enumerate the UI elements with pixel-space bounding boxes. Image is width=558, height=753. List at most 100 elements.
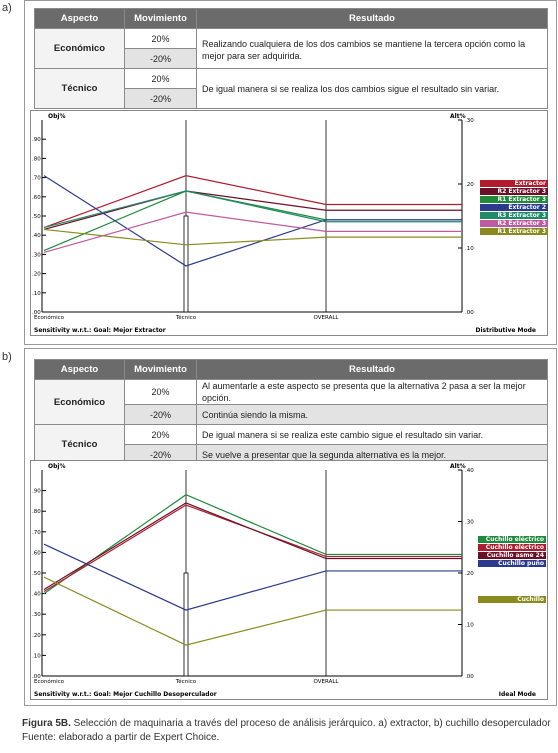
legend-item: R1 Extractor 3 [480, 228, 548, 235]
chart-a: Obj% Alt% .00 .10 .20 .30 .40 .50 .60 .70 .80 .90 .0… [30, 110, 548, 336]
legend-item: Cuchillo asme 24 [478, 552, 546, 559]
series-line [43, 175, 462, 267]
legend-item: Cuchillo [478, 596, 546, 603]
series-line [43, 228, 462, 246]
right-tick-label: .30 [465, 520, 474, 526]
movement-cell: 20% [124, 424, 197, 445]
aspect-cell: Económico [34, 28, 125, 69]
x-tick-label: Económico [34, 678, 65, 685]
left-tick-label: .30 [32, 612, 41, 618]
aspect-cell: Técnico [34, 68, 125, 109]
caption-source: Fuente: elaborado a partir de Expert Cho… [22, 732, 220, 743]
left-tick-label: .60 [32, 195, 41, 201]
movement-cell: -20% [124, 404, 197, 425]
x-tick-label: OVERALL [314, 679, 340, 685]
caption-text: Selección de maquinaria a través del pro… [70, 718, 551, 729]
left-tick-label: .50 [32, 571, 41, 577]
legend-item: Cuchillo eléctrico [478, 536, 546, 543]
left-tick-label: .70 [32, 176, 41, 182]
left-tick-label: .40 [32, 233, 41, 239]
criterion-bar [183, 215, 189, 313]
left-tick-label: .80 [32, 509, 41, 515]
result-cell: Al aumentarle a este aspecto se presenta… [196, 379, 548, 405]
x-tick-label: Técnico [175, 678, 197, 685]
left-tick-label: .50 [32, 214, 41, 220]
legend-item: R1 Extractor 3 [480, 196, 548, 203]
movement-cell: 20% [124, 68, 197, 89]
right-axis-label: Alt% [450, 463, 466, 470]
right-tick-label: .00 [465, 310, 474, 316]
footer-right: Distributive Mode [475, 327, 536, 334]
left-axis-label: Obj% [48, 463, 65, 470]
footer-right: Ideal Mode [499, 691, 536, 698]
result-cell: Continúa siendo la misma. [196, 404, 548, 425]
legend-item: Cuchillo puño plano [478, 560, 546, 574]
left-tick-label: .40 [32, 592, 41, 598]
left-tick-label: .60 [32, 550, 41, 556]
criterion-bar [183, 572, 189, 677]
panel-b-table: Aspecto Movimiento Resultado Económico 2… [34, 359, 548, 465]
series-line [43, 494, 462, 595]
legend-item: Cuchillo eléctrico [478, 544, 546, 551]
series-line [43, 576, 462, 646]
x-tick-label: Económico [34, 314, 65, 321]
right-tick-label: .10 [465, 246, 474, 252]
left-tick-label: .20 [32, 633, 41, 639]
table-header: Movimiento [124, 8, 197, 29]
left-tick-label: .90 [32, 489, 41, 495]
result-cell: Se vuelve a presentar que la segunda alt… [196, 444, 548, 465]
result-cell: De igual manera si se realiza los dos ca… [196, 68, 548, 109]
right-tick-label: .20 [465, 182, 474, 188]
right-tick-label: .30 [465, 118, 474, 124]
movement-cell: -20% [124, 444, 197, 465]
aspect-cell: Técnico [34, 424, 125, 465]
legend-item: R3 Extractor 3 [480, 212, 548, 219]
panel-a-table: Aspecto Movimiento Resultado Económico 2… [34, 8, 548, 109]
left-tick-label: .80 [32, 156, 41, 162]
right-tick-label: .40 [465, 468, 474, 474]
left-axis-label: Obj% [48, 113, 65, 120]
result-cell: De igual manera si se realiza este cambi… [196, 424, 548, 445]
table-header: Movimiento [124, 359, 197, 380]
series-line [43, 211, 462, 254]
left-tick-label: .20 [32, 272, 41, 278]
right-tick-label: .20 [465, 571, 474, 577]
legend-item: Extractor tangencial [480, 180, 548, 194]
table-header: Resultado [196, 8, 548, 29]
table-header: Aspecto [34, 8, 125, 29]
movement-cell: 20% [124, 379, 197, 405]
chart-frame [30, 110, 548, 336]
panel-a-letter: a) [2, 2, 12, 14]
right-axis-label: Alt% [450, 113, 466, 120]
result-cell: Realizando cualquiera de los dos cambios… [196, 28, 548, 69]
figure-caption: Figura 5B. Selección de maquinaria a tra… [22, 717, 551, 745]
movement-cell: -20% [124, 48, 197, 69]
right-tick-label: .10 [465, 623, 474, 629]
left-tick-label: .10 [32, 653, 41, 659]
footer-left: Sensitivity w.r.t.: Goal: Mejor Extracto… [34, 327, 166, 334]
movement-cell: 20% [124, 28, 197, 49]
left-tick-label: .10 [32, 291, 41, 297]
movement-cell: -20% [124, 88, 197, 109]
left-tick-label: .70 [32, 530, 41, 536]
chart-b: Obj% Alt% .00 .10 .20 .30 .40 .50 .60 .70 .80 .90 .0… [30, 460, 548, 700]
x-tick-label: OVERALL [314, 315, 340, 321]
caption-label: Figura 5B. [22, 718, 71, 729]
right-tick-label: .00 [465, 674, 474, 680]
chart-frame [30, 460, 548, 700]
left-tick-label: .30 [32, 252, 41, 258]
left-tick-label: .90 [32, 137, 41, 143]
left-tick-label: .00 [32, 674, 41, 680]
x-tick-label: Técnico [175, 314, 197, 321]
series-line [43, 190, 462, 231]
series-line [43, 190, 462, 229]
left-tick-label: .00 [32, 310, 41, 316]
series-line [43, 543, 462, 611]
aspect-cell: Económico [34, 379, 125, 425]
footer-left: Sensitivity w.r.t.: Goal: Mejor Cuchillo… [34, 691, 217, 698]
legend-item: Extractor 2 cuadros [480, 204, 548, 218]
table-header: Resultado [196, 359, 548, 380]
table-header: Aspecto [34, 359, 125, 380]
legend-item: R2 Extractor 3 [480, 220, 548, 227]
series-line [43, 175, 462, 229]
